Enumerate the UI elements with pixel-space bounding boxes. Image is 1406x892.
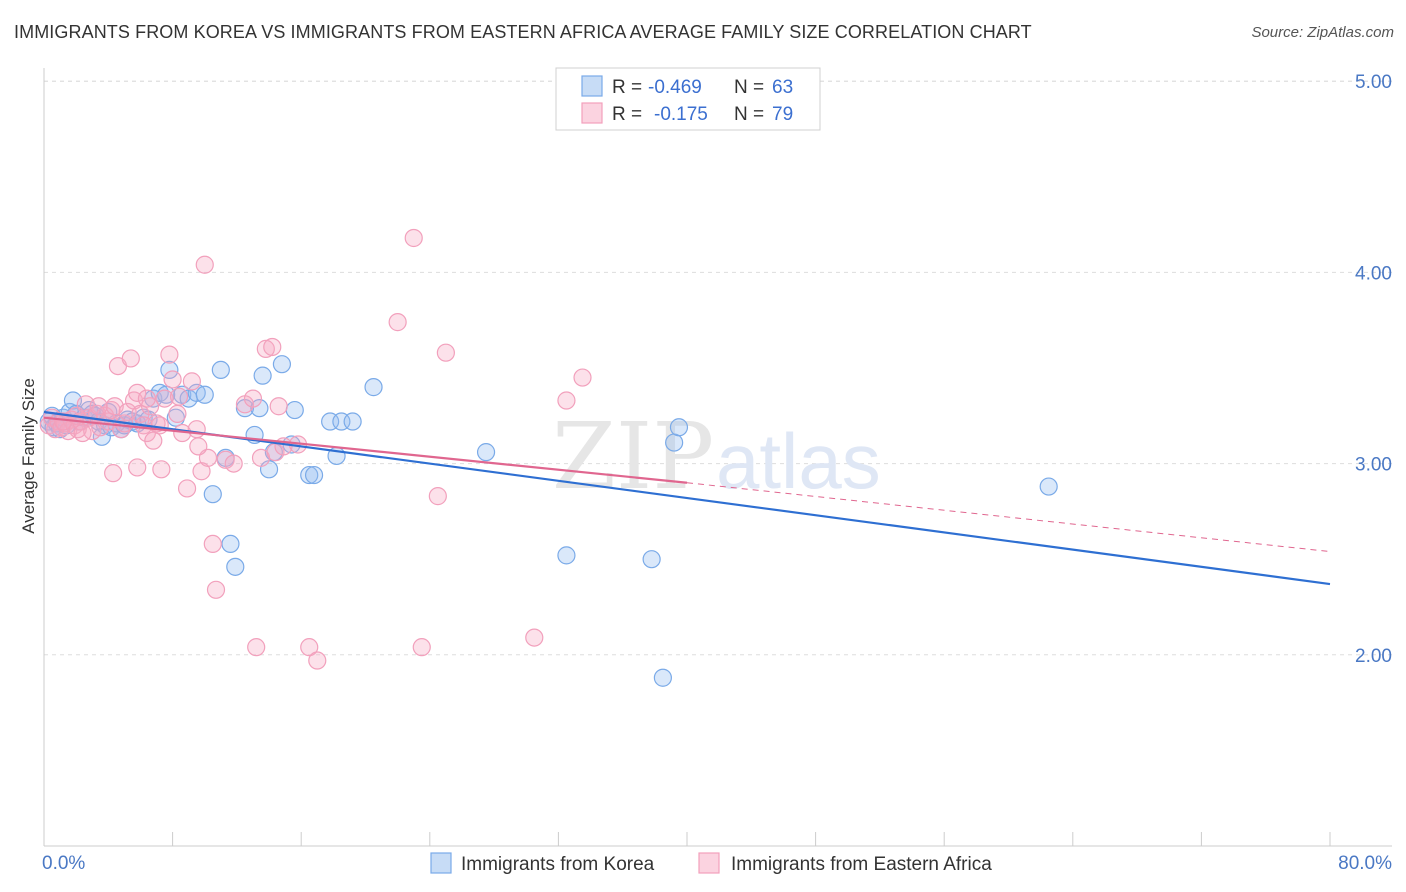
trend-line-korea — [43, 410, 1331, 586]
point-korea-62 — [653, 668, 672, 687]
chart-title: IMMIGRANTS FROM KOREA VS IMMIGRANTS FROM… — [14, 22, 1032, 42]
point-africa-68 — [104, 464, 123, 483]
point-africa-69 — [128, 458, 147, 477]
point-korea-41 — [226, 557, 245, 576]
point-africa-51 — [247, 638, 266, 657]
trend-lines — [43, 410, 1331, 586]
legend-africa-n-value: 79 — [772, 104, 793, 125]
legend-korea-n-label: N = — [734, 77, 764, 98]
point-africa-56 — [269, 397, 288, 416]
point-africa-37 — [168, 404, 187, 423]
point-africa-67 — [573, 368, 592, 387]
point-africa-45 — [203, 534, 222, 554]
point-africa-59 — [308, 651, 327, 670]
point-africa-33 — [150, 416, 169, 435]
point-africa-46 — [206, 580, 226, 599]
point-africa-50 — [243, 389, 263, 408]
grid-lines — [44, 80, 1392, 656]
legend-top: R = -0.469 N = 63 R = -0.175 N = 79 — [555, 67, 821, 131]
point-africa-64 — [436, 343, 455, 362]
point-africa-54 — [263, 337, 282, 357]
point-korea-38 — [211, 360, 230, 380]
point-africa-58 — [300, 638, 319, 657]
point-korea-50 — [285, 400, 304, 420]
legend-swatch-africa — [581, 102, 603, 124]
legend-korea-n-value: 63 — [772, 77, 793, 98]
legend-africa-r-label: R = — [612, 104, 642, 125]
trend-line-africa-extension — [686, 482, 1331, 553]
point-korea-57 — [364, 378, 383, 397]
point-africa-35 — [160, 345, 179, 364]
point-korea-56 — [343, 412, 362, 431]
point-africa-74 — [73, 423, 92, 443]
point-africa-48 — [224, 454, 243, 473]
point-africa-61 — [404, 228, 423, 248]
trend-line-africa — [43, 416, 688, 484]
point-korea-45 — [253, 366, 272, 385]
y-tick-label-0: 2.00 — [1355, 646, 1392, 667]
point-korea-58 — [476, 443, 496, 462]
tick-labels: 2.00 3.00 4.00 5.00 0.0% 80.0% — [42, 72, 1392, 874]
point-korea-64 — [1039, 477, 1058, 496]
x-tick-label-1: 80.0% — [1338, 853, 1392, 874]
legend-bottom-korea: Immigrants from Korea — [461, 854, 655, 875]
point-africa-26 — [128, 383, 147, 402]
point-africa-63 — [428, 487, 447, 506]
legend-korea-r-value: -0.469 — [648, 77, 702, 98]
point-africa-62 — [412, 638, 431, 657]
point-africa-71 — [137, 389, 156, 408]
source-label: Source: ZipAtlas.com — [1251, 24, 1394, 41]
point-korea-31 — [160, 360, 179, 380]
point-africa-24 — [121, 349, 140, 368]
point-korea-44 — [250, 399, 269, 418]
y-tick-label-3: 5.00 — [1355, 72, 1392, 93]
point-africa-40 — [182, 372, 201, 391]
point-korea-63 — [669, 418, 689, 437]
point-korea-59 — [557, 546, 576, 565]
point-africa-73 — [89, 397, 108, 416]
legend-bottom-africa: Immigrants from Eastern Africa — [731, 854, 992, 875]
legend-bottom-swatch-korea — [430, 852, 452, 874]
point-korea-48 — [272, 355, 292, 374]
point-africa-77 — [189, 437, 208, 456]
point-korea-51 — [300, 465, 319, 485]
point-korea-37 — [203, 485, 222, 504]
axes — [43, 68, 1392, 847]
point-africa-70 — [152, 460, 171, 479]
legend-swatch-korea — [581, 75, 603, 97]
point-africa-43 — [195, 255, 214, 274]
legend-bottom-swatch-africa — [698, 852, 720, 874]
watermark-zip: ZIP — [552, 403, 714, 510]
point-africa-60 — [388, 313, 407, 332]
point-africa-27 — [131, 404, 150, 423]
point-korea-60 — [642, 550, 661, 569]
point-africa-36 — [163, 370, 182, 389]
watermark: ZIP atlas — [552, 403, 881, 510]
point-africa-65 — [525, 628, 544, 647]
point-africa-34 — [155, 389, 174, 408]
point-korea-40 — [221, 534, 240, 554]
legend-africa-n-label: N = — [734, 104, 764, 125]
y-tick-label-2: 4.00 — [1355, 263, 1392, 284]
point-korea-52 — [304, 465, 324, 485]
y-tick-label-1: 3.00 — [1355, 455, 1392, 476]
point-africa-31 — [144, 431, 163, 450]
point-africa-41 — [187, 420, 206, 439]
point-korea-36 — [195, 385, 214, 404]
legend-korea-r-label: R = — [612, 77, 642, 98]
legend-bottom: Immigrants from Korea Immigrants from Ea… — [430, 852, 992, 875]
legend-africa-r-value: -0.175 — [654, 104, 708, 125]
point-africa-66 — [557, 391, 576, 410]
point-korea-61 — [665, 433, 684, 452]
x-tick-label-0: 0.0% — [42, 853, 85, 874]
watermark-atlas: atlas — [716, 417, 881, 505]
point-africa-53 — [256, 339, 275, 358]
point-africa-72 — [169, 387, 189, 406]
y-axis-title: Average Family Size — [19, 378, 38, 534]
point-africa-39 — [177, 479, 197, 498]
data-points — [39, 228, 1058, 687]
